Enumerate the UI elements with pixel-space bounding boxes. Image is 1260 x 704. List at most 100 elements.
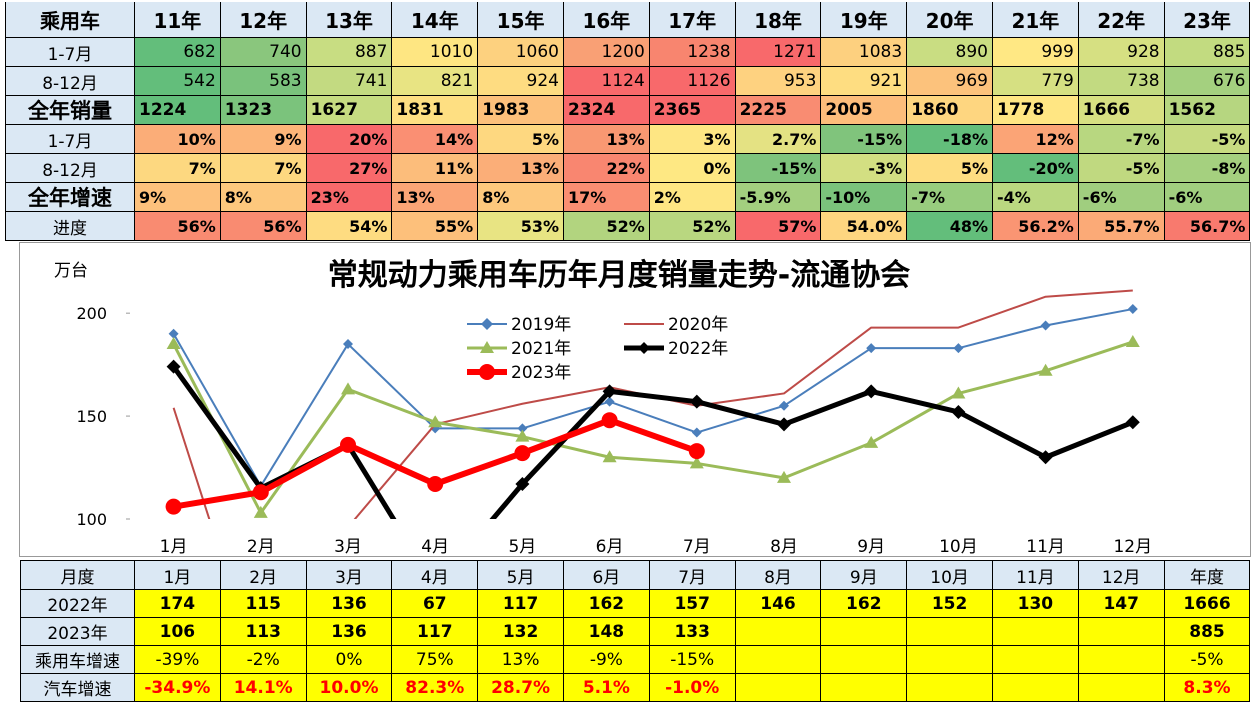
marker: [604, 396, 615, 407]
heat-cell: 56.2%: [993, 212, 1079, 241]
series-line: [172, 340, 1134, 515]
heat-cell: 1983: [478, 96, 564, 125]
marker: [777, 417, 791, 432]
heat-cell: 1831: [392, 96, 479, 125]
header-cell: 11年: [135, 2, 221, 38]
data-cell: [993, 674, 1079, 702]
legend-label: 2020年: [668, 315, 728, 335]
header-cell: 11月: [993, 560, 1079, 590]
chart-title: 常规动力乘用车历年月度销量走势-流通协会: [328, 258, 910, 293]
data-cell: 0%: [306, 646, 393, 674]
legend-label: 2021年: [511, 339, 571, 359]
heat-cell: 741: [306, 67, 393, 96]
heat-cell: -18%: [907, 125, 993, 154]
heat-cell: 2.7%: [735, 125, 822, 154]
marker: [515, 477, 530, 492]
heat-cell: -3%: [821, 154, 908, 183]
marker: [779, 400, 789, 411]
data-cell: 148: [564, 618, 650, 646]
data-cell: 146: [735, 590, 822, 618]
marker: [953, 343, 964, 354]
data-cell: 157: [649, 590, 736, 618]
data-cell: 75%: [392, 646, 479, 674]
heat-cell: 9%: [220, 125, 307, 154]
heat-cell: 57%: [735, 212, 822, 241]
x-tick-label: 4月: [421, 537, 449, 557]
heat-cell: 5%: [478, 125, 564, 154]
heat-cell: 3%: [649, 125, 736, 154]
data-cell: -9%: [564, 646, 650, 674]
legend-label: 2023年: [511, 363, 571, 383]
heat-cell: 676: [1164, 67, 1251, 96]
header-cell: 17年: [649, 2, 736, 38]
row-label: 2022年: [20, 590, 135, 618]
heat-cell: 1860: [907, 96, 993, 125]
heat-cell: 1238: [649, 38, 736, 67]
y-tick-label: 200: [76, 304, 107, 323]
header-cell: 6月: [564, 560, 650, 590]
heat-cell: 52%: [564, 212, 650, 241]
heat-cell: 740: [220, 38, 307, 67]
header-cell: 年度: [1164, 560, 1251, 590]
heat-cell: 10%: [135, 125, 221, 154]
x-tick-label: 9月: [857, 537, 885, 557]
data-cell: 162: [564, 590, 650, 618]
data-cell: [735, 646, 822, 674]
y-tick-label: 100: [76, 510, 107, 529]
marker: [951, 386, 966, 399]
header-cell: 8月: [735, 560, 822, 590]
heat-cell: 738: [1078, 67, 1165, 96]
heat-cell: 22%: [564, 154, 650, 183]
heat-cell: 821: [392, 67, 479, 96]
heat-cell: 1010: [392, 38, 479, 67]
heat-cell: 1666: [1078, 96, 1165, 125]
header-cell: 20年: [907, 2, 993, 38]
data-cell: -1.0%: [649, 674, 736, 702]
marker: [864, 435, 879, 448]
heat-cell: 5%: [907, 154, 993, 183]
data-cell: 115: [220, 590, 307, 618]
heat-cell: 53%: [478, 212, 564, 241]
marker: [1125, 334, 1140, 347]
heat-cell: 27%: [306, 154, 393, 183]
heat-cell: 887: [306, 38, 393, 67]
heat-cell: 8%: [220, 183, 307, 212]
x-tick-label: 1月: [160, 537, 188, 557]
header-cell: 19年: [821, 2, 908, 38]
marker: [166, 359, 181, 374]
heat-cell: 11%: [392, 154, 479, 183]
marker: [601, 412, 618, 429]
data-cell: [735, 674, 822, 702]
header-cell: 22年: [1078, 2, 1165, 38]
marker: [602, 384, 617, 399]
data-cell: [1078, 646, 1165, 674]
heat-cell: 885: [1164, 38, 1251, 67]
heat-cell: 13%: [564, 125, 650, 154]
header-cell: 4月: [392, 560, 479, 590]
data-cell: 133: [649, 618, 736, 646]
heat-cell: -7%: [907, 183, 993, 212]
data-cell: [1078, 618, 1165, 646]
heat-cell: 23%: [306, 183, 393, 212]
data-cell: -39%: [135, 646, 221, 674]
data-cell: [821, 618, 908, 646]
heat-cell: 999: [993, 38, 1079, 67]
data-cell: 106: [135, 618, 221, 646]
legend-label: 2022年: [668, 339, 728, 359]
data-cell: 8.3%: [1164, 674, 1251, 702]
marker: [340, 436, 356, 453]
heat-cell: 17%: [564, 183, 650, 212]
marker: [691, 427, 702, 438]
header-cell: 1月: [135, 560, 221, 590]
data-cell: [1078, 674, 1165, 702]
legend-marker: [638, 342, 650, 354]
heat-cell: -6%: [1078, 183, 1165, 212]
legend-marker: [481, 318, 493, 330]
heat-cell: 969: [907, 67, 993, 96]
heat-cell: 14%: [392, 125, 479, 154]
marker: [951, 404, 966, 419]
header-cell: 18年: [735, 2, 822, 38]
heat-cell: 13%: [392, 183, 479, 212]
plot: [165, 289, 1140, 519]
data-cell: 113: [220, 618, 307, 646]
